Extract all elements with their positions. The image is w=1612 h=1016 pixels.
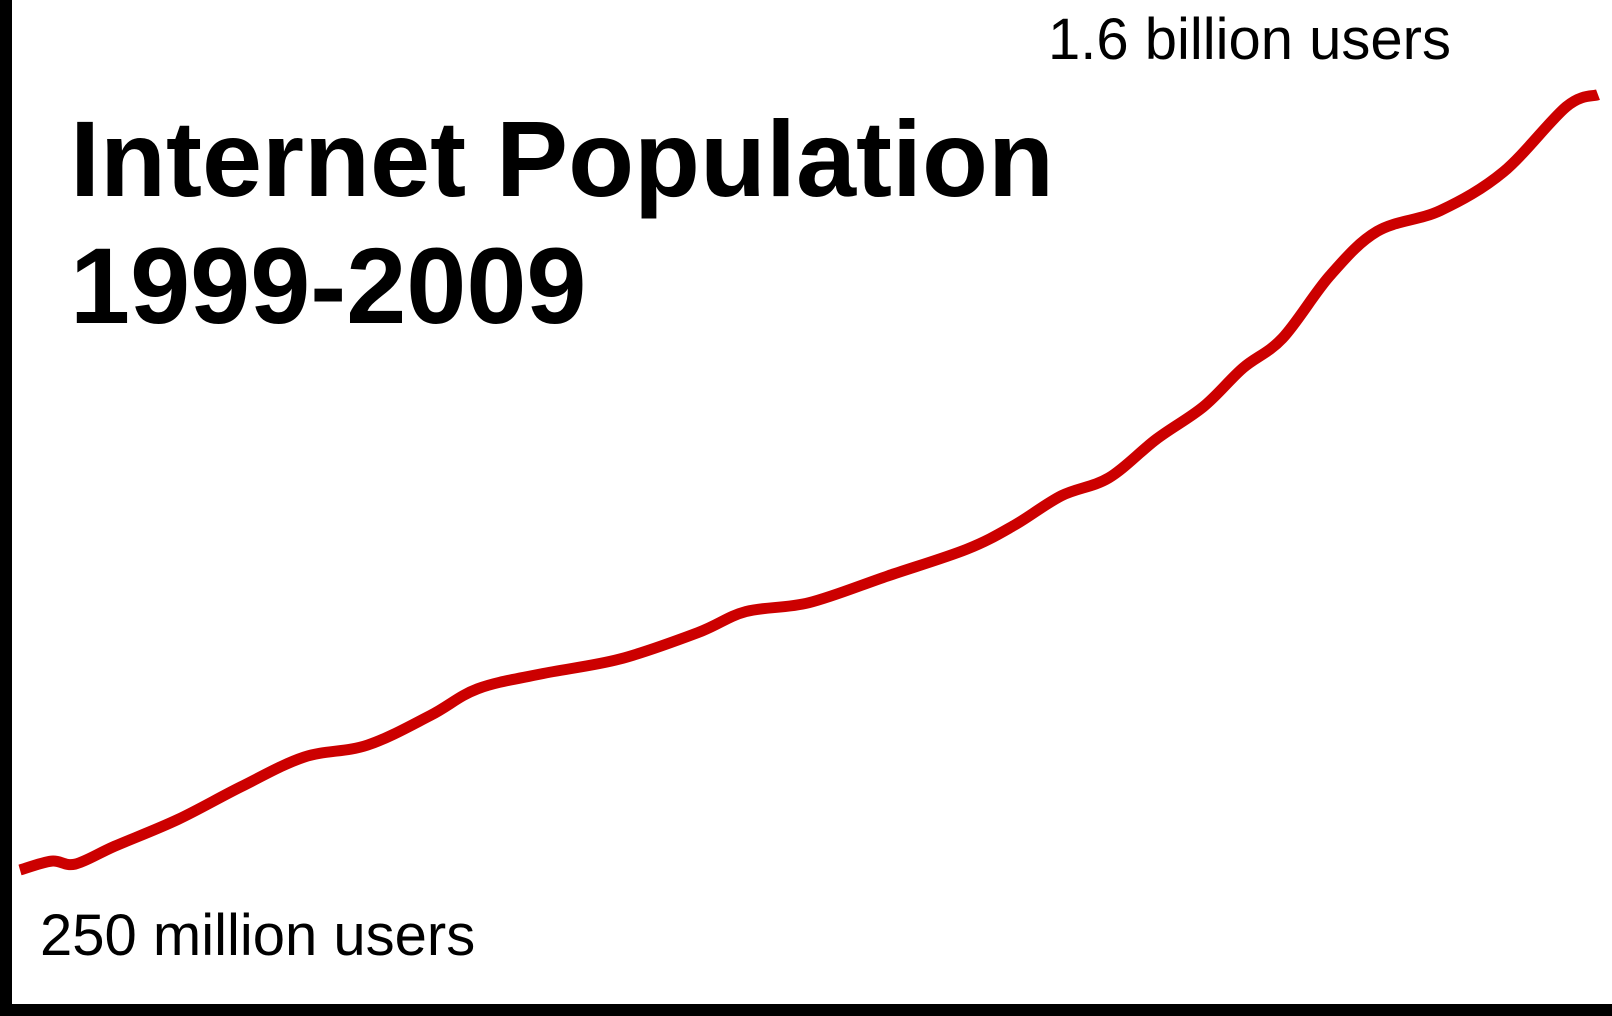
start-value-label: 250 million users — [40, 903, 475, 968]
chart-title-line-1: Internet Population — [70, 98, 1054, 219]
y-axis-line — [0, 0, 12, 1016]
series-group — [18, 89, 1600, 876]
end-value-label: 1.6 billion users — [1048, 7, 1451, 72]
x-axis-line — [0, 1004, 1612, 1016]
chart-title-line-2: 1999-2009 — [70, 225, 586, 346]
series-line-0 — [18, 89, 1600, 876]
